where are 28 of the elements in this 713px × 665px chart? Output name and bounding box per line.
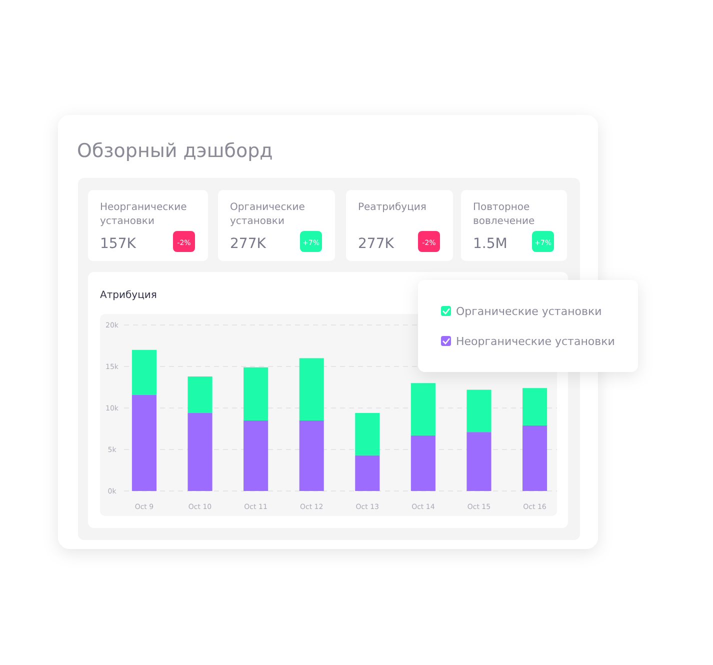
bar [410, 383, 436, 436]
chart-title: Атрибуция [100, 290, 157, 301]
bar [355, 412, 380, 456]
bar [299, 420, 324, 491]
bar [522, 388, 548, 426]
text: 277K [230, 236, 267, 252]
text: Органические установки [230, 202, 305, 227]
bar [466, 432, 492, 491]
legend-label: Органические установки [456, 305, 602, 318]
bar [299, 358, 324, 420]
bar [188, 376, 212, 413]
bar [132, 350, 156, 395]
bar [522, 425, 548, 491]
bar [410, 435, 436, 491]
text: Повторное вовлечение [473, 202, 535, 227]
text: 1.5M [473, 236, 508, 252]
bar [355, 455, 380, 491]
text: 277K [358, 236, 395, 252]
bar [132, 394, 156, 491]
text: Обзорный дэшборд [77, 140, 273, 162]
text: 157K [100, 236, 137, 252]
bar [244, 420, 268, 491]
bar [188, 412, 212, 491]
legend-label: Неорганические установки [456, 335, 615, 348]
text: Неорганические установки [100, 202, 187, 227]
bar [466, 390, 492, 432]
text: Реатрибуция [358, 202, 426, 213]
bar [244, 367, 268, 420]
